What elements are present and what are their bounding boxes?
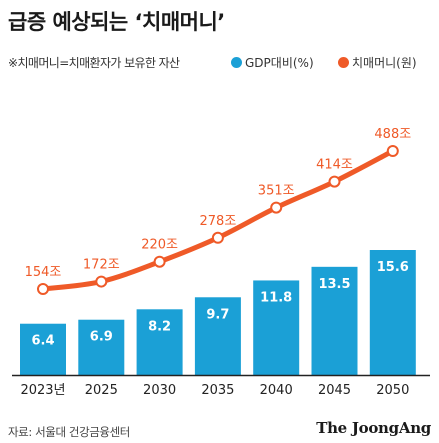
bar-1 (78, 319, 125, 375)
money-value-label-6: 488조 (374, 127, 411, 142)
bar-4 (253, 280, 300, 375)
x-tick-label-6: 2050 (376, 383, 409, 398)
legend-item-gdp: GDP대비(%) (231, 54, 314, 71)
chart-title: 급증 예상되는 ‘치매머니’ (8, 10, 225, 34)
bar-value-label-0: 6.4 (31, 334, 54, 349)
money-point-2 (153, 255, 166, 268)
bar-2 (136, 309, 183, 375)
x-tick-label-0: 2023년 (20, 383, 65, 398)
x-tick-label-2: 2030 (143, 383, 176, 398)
bar-value-label-2: 8.2 (148, 319, 171, 334)
bar-6 (369, 250, 416, 375)
money-value-label-3: 278조 (200, 214, 237, 229)
publisher-logo: The JoongAng (316, 419, 431, 437)
money-point-6 (386, 145, 399, 157)
x-tick-label-3: 2035 (201, 383, 234, 398)
bar-0 (20, 323, 66, 375)
legend-item-money: 치매머니(원) (338, 54, 417, 71)
bar-5 (311, 266, 358, 375)
bar-value-label-3: 9.7 (206, 307, 229, 322)
bar-value-label-4: 11.8 (260, 290, 292, 305)
x-tick-label-1: 2025 (85, 383, 118, 398)
legend-swatch-money (338, 57, 349, 68)
money-value-label-1: 172조 (83, 258, 120, 273)
money-point-3 (211, 231, 224, 244)
source-note: 자료: 서울대 건강금융센터 (8, 425, 130, 439)
combo-chart: 6.4 6.9 8.2 9.7 11.8 13.5 15.6 2023년 2025 2030 203… (12, 127, 430, 398)
money-value-label-5: 414조 (316, 158, 353, 173)
money-value-label-4: 351조 (258, 184, 295, 199)
bar-value-label-5: 13.5 (318, 277, 350, 292)
bar-3 (194, 297, 241, 375)
money-point-0 (37, 283, 49, 295)
money-value-label-0: 154조 (25, 265, 62, 280)
bar-value-label-1: 6.9 (90, 330, 113, 345)
legend-swatch-gdp (231, 57, 242, 68)
money-value-label-2: 220조 (141, 238, 178, 253)
money-point-4 (270, 201, 283, 214)
money-point-1 (95, 275, 108, 288)
legend-label-gdp: GDP대비(%) (245, 56, 314, 70)
money-point-5 (328, 175, 341, 188)
x-tick-label-4: 2040 (260, 383, 293, 398)
x-tick-label-5: 2045 (318, 383, 351, 398)
bar-value-label-6: 15.6 (377, 260, 409, 275)
legend-label-money: 치매머니(원) (352, 56, 417, 70)
definition-note: ※치매머니=치매환자가 보유한 자산 (8, 56, 180, 70)
